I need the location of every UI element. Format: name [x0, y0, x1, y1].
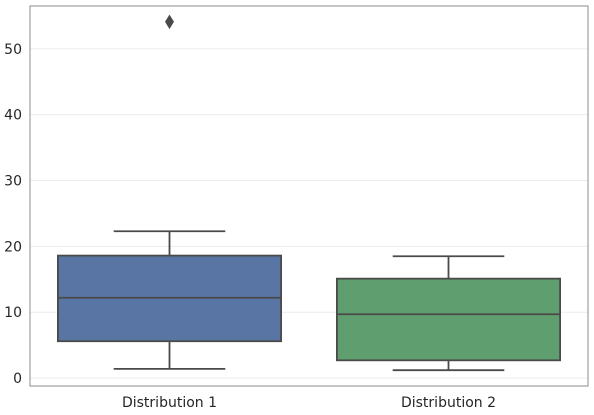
y-tick-label: 30 — [4, 174, 22, 190]
y-tick-label: 40 — [4, 108, 22, 124]
box-2 — [335, 255, 561, 372]
box-series — [57, 14, 561, 372]
y-axis: 0 10 20 30 40 50 — [4, 42, 22, 387]
y-tick-label: 10 — [4, 305, 22, 321]
y-tick-label: 50 — [4, 42, 22, 58]
plot-frame — [29, 5, 589, 387]
box-1 — [57, 14, 282, 370]
y-tick-label: 20 — [4, 239, 22, 255]
x-tick-label: Distribution 2 — [401, 395, 496, 411]
x-axis: Distribution 1 Distribution 2 — [122, 395, 496, 411]
x-tick-label: Distribution 1 — [122, 395, 217, 411]
outlier-point — [165, 14, 174, 30]
y-tick-label: 0 — [13, 371, 22, 387]
box-body — [335, 277, 561, 362]
